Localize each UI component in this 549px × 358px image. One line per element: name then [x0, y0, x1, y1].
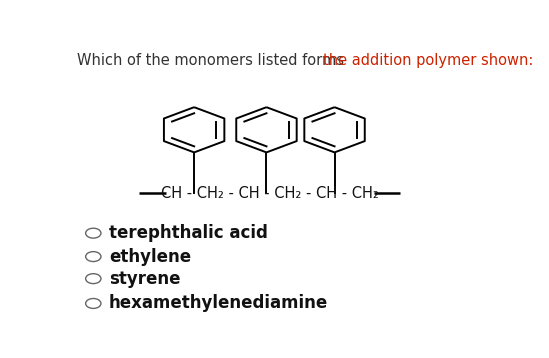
Text: terephthalic acid: terephthalic acid — [109, 224, 268, 242]
Text: hexamethylenediamine: hexamethylenediamine — [109, 295, 328, 313]
Text: the addition polymer shown:: the addition polymer shown: — [323, 53, 534, 68]
Text: CH - CH₂ - CH - CH₂ - CH - CH₂: CH - CH₂ - CH - CH₂ - CH - CH₂ — [161, 186, 379, 201]
Text: styrene: styrene — [109, 270, 181, 287]
Text: Which of the monomers listed forms: Which of the monomers listed forms — [77, 53, 349, 68]
Text: ethylene: ethylene — [109, 248, 191, 266]
